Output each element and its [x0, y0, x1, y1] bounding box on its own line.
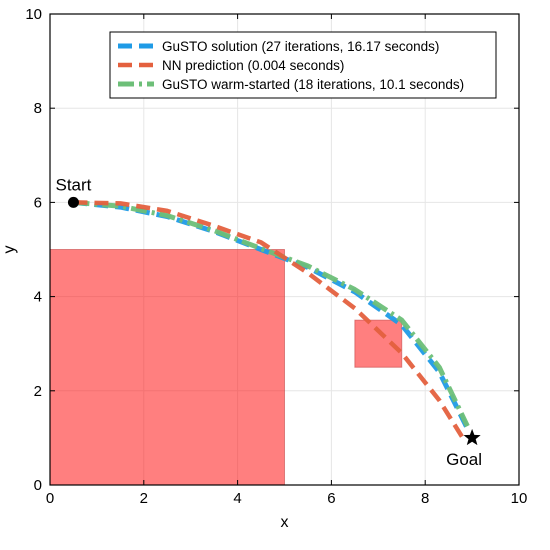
- x-tick-label: 8: [421, 490, 429, 507]
- y-tick-label: 6: [34, 194, 42, 211]
- y-tick-label: 4: [34, 289, 42, 306]
- legend-label-1: NN prediction (0.004 seconds): [162, 58, 344, 73]
- goal-marker: [463, 428, 481, 446]
- plot-frame: [49, 13, 520, 486]
- legend-box: [109, 31, 497, 99]
- start-label: Start: [55, 175, 91, 194]
- legend-label-0: GuSTO solution (27 iterations, 16.17 sec…: [162, 39, 439, 54]
- x-axis-label: x: [281, 514, 289, 531]
- x-tick-label: 2: [140, 490, 148, 507]
- x-tick-label: 10: [511, 490, 528, 507]
- start-marker: [67, 196, 79, 208]
- obstacle-0: [49, 249, 285, 486]
- legend-label-2: GuSTO warm-started (18 iterations, 10.1 …: [162, 77, 464, 92]
- y-tick-label: 0: [34, 477, 42, 494]
- x-tick-label: 0: [46, 490, 54, 507]
- y-tick-label: 10: [25, 6, 42, 23]
- y-tick-label: 2: [34, 383, 42, 400]
- series-line-2: [73, 199, 470, 428]
- series-line-1: [73, 200, 465, 440]
- y-tick-label: 8: [34, 100, 42, 117]
- x-tick-label: 6: [327, 490, 335, 507]
- y-axis-label: y: [1, 246, 18, 254]
- x-tick-label: 4: [233, 490, 241, 507]
- goal-label: Goal: [446, 450, 482, 469]
